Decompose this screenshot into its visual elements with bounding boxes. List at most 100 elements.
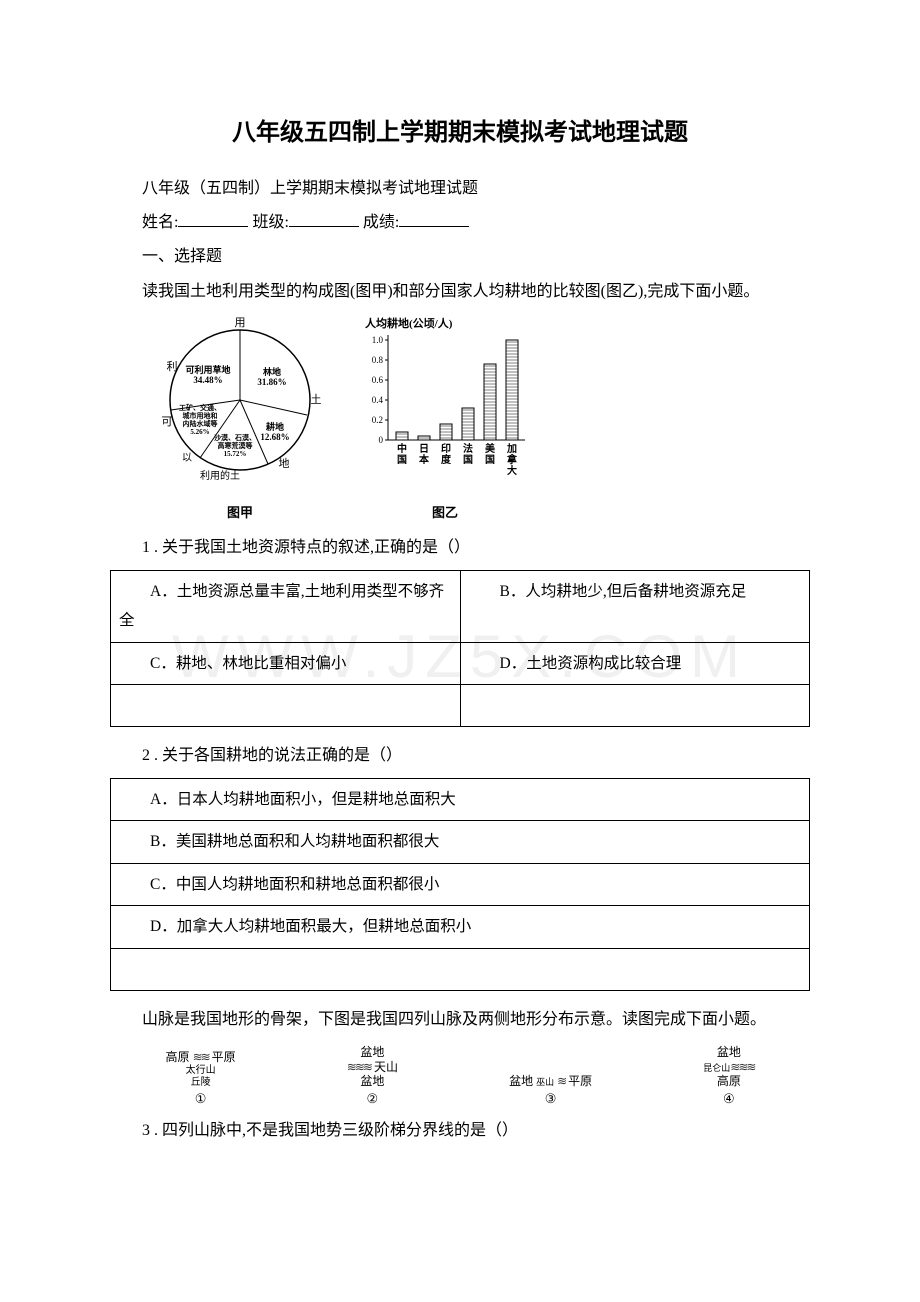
m4-squiggle: ≋≋≋ bbox=[730, 1060, 754, 1074]
svg-text:度: 度 bbox=[441, 453, 452, 466]
svg-text:可利用草地: 可利用草地 bbox=[185, 364, 230, 375]
svg-text:印: 印 bbox=[441, 443, 451, 455]
intro-2: 山脉是我国地形的骨架，下图是我国四列山脉及两侧地形分布示意。读图完成下面小题。 bbox=[110, 1005, 810, 1035]
svg-text:以: 以 bbox=[182, 453, 192, 464]
m3-num: ③ bbox=[509, 1091, 592, 1107]
svg-text:中: 中 bbox=[397, 442, 407, 455]
name-blank[interactable] bbox=[178, 211, 248, 227]
svg-text:城市用地和: 城市用地和 bbox=[183, 411, 218, 420]
svg-text:土: 土 bbox=[311, 393, 322, 406]
q1-empty-1 bbox=[111, 684, 461, 726]
m1-squiggle: ≋≋ bbox=[193, 1050, 209, 1064]
svg-text:林地: 林地 bbox=[263, 366, 281, 377]
svg-text:31.86%: 31.86% bbox=[257, 377, 286, 387]
m4-num: ④ bbox=[703, 1091, 754, 1107]
score-blank[interactable] bbox=[399, 211, 469, 227]
m3-left: 盆地 bbox=[509, 1074, 533, 1088]
m2-top: 盆地 bbox=[347, 1045, 398, 1059]
svg-text:国: 国 bbox=[463, 454, 473, 466]
svg-text:15.72%: 15.72% bbox=[224, 450, 247, 458]
m2-squiggle: ≋≋≋ bbox=[347, 1060, 371, 1074]
svg-text:美: 美 bbox=[485, 442, 496, 455]
svg-text:拿: 拿 bbox=[506, 453, 518, 466]
q1-opt-c: C．耕地、林地比重相对偏小 bbox=[111, 642, 461, 684]
pie-chart-svg: 用 土 地 利用的土 利 可 以 可利用草地 34.48% 林地 31.86% … bbox=[150, 315, 330, 485]
m1-right: 平原 bbox=[212, 1050, 236, 1064]
m3-center: 巫山 bbox=[536, 1077, 554, 1087]
class-label: 班级: bbox=[252, 214, 288, 231]
section-heading: 一、选择题 bbox=[110, 242, 810, 272]
svg-text:地: 地 bbox=[279, 457, 290, 470]
svg-text:12.68%: 12.68% bbox=[260, 432, 289, 442]
mountain-1: 高原 ≋≋ 平原 太行山 丘陵 ① bbox=[166, 1050, 236, 1106]
class-blank[interactable] bbox=[289, 211, 359, 227]
form-line: 姓名: 班级: 成绩: bbox=[110, 208, 810, 238]
q2-stem: 2 . 关于各国耕地的说法正确的是（） bbox=[110, 741, 810, 771]
svg-text:0.2: 0.2 bbox=[372, 415, 383, 425]
m4-center: 昆仑山 bbox=[703, 1063, 730, 1073]
m2-bottom: 盆地 bbox=[347, 1074, 398, 1088]
svg-text:国: 国 bbox=[485, 454, 495, 466]
m1-left: 高原 bbox=[166, 1050, 190, 1064]
figure-pie: 用 土 地 利用的土 利 可 以 可利用草地 34.48% 林地 31.86% … bbox=[150, 315, 330, 525]
svg-text:人均耕地(公顷/人): 人均耕地(公顷/人) bbox=[365, 316, 453, 330]
bar-caption: 图乙 bbox=[360, 501, 530, 526]
page-content: 八年级五四制上学期期末模拟考试地理试题 八年级（五四制）上学期期末模拟考试地理试… bbox=[110, 110, 810, 1147]
page-title: 八年级五四制上学期期末模拟考试地理试题 bbox=[110, 110, 810, 156]
q3-stem: 3 . 四列山脉中,不是我国地势三级阶梯分界线的是（） bbox=[110, 1116, 810, 1146]
mountain-2: 盆地 ≋≋≋ 天山 盆地 ② bbox=[347, 1045, 398, 1106]
svg-text:利: 利 bbox=[167, 360, 178, 373]
m2-num: ② bbox=[347, 1091, 398, 1107]
q1-opt-b: B．人均耕地少,但后备耕地资源充足 bbox=[460, 570, 810, 642]
q2-opt-b: B．美国耕地总面积和人均耕地面积都很大 bbox=[111, 821, 810, 863]
m1-center: 太行山 bbox=[166, 1065, 236, 1077]
svg-text:0.6: 0.6 bbox=[372, 375, 384, 385]
q1-options-table: A．土地资源总量丰富,土地利用类型不够齐全 B．人均耕地少,但后备耕地资源充足 … bbox=[110, 570, 810, 728]
q1-stem: 1 . 关于我国土地资源特点的叙述,正确的是（） bbox=[110, 533, 810, 563]
svg-text:0.4: 0.4 bbox=[372, 395, 384, 405]
pie-caption: 图甲 bbox=[150, 501, 330, 526]
q2-empty bbox=[111, 948, 810, 990]
svg-text:加: 加 bbox=[506, 442, 517, 455]
svg-text:大: 大 bbox=[507, 464, 517, 477]
figure-row: 用 土 地 利用的土 利 可 以 可利用草地 34.48% 林地 31.86% … bbox=[150, 315, 810, 525]
svg-text:1.0: 1.0 bbox=[372, 335, 384, 345]
bar-chart-svg: 人均耕地(公顷/人) 1.00.80.60.40.20 中国日本印度法国美国加拿… bbox=[360, 315, 530, 485]
m4-bottom: 高原 bbox=[703, 1074, 754, 1088]
m1-num: ① bbox=[166, 1091, 236, 1107]
svg-text:国: 国 bbox=[397, 454, 407, 466]
m3-squiggle: ≋ bbox=[557, 1074, 565, 1088]
figure-bar: 人均耕地(公顷/人) 1.00.80.60.40.20 中国日本印度法国美国加拿… bbox=[360, 315, 530, 525]
mountain-figure-row: 高原 ≋≋ 平原 太行山 丘陵 ① 盆地 ≋≋≋ 天山 盆地 ② 盆地 巫山 ≋… bbox=[110, 1045, 810, 1106]
m1-bottom: 丘陵 bbox=[166, 1077, 236, 1089]
svg-text:内陆水域等: 内陆水域等 bbox=[183, 419, 218, 428]
q2-opt-a: A．日本人均耕地面积小，但是耕地总面积大 bbox=[111, 778, 810, 820]
name-label: 姓名: bbox=[142, 214, 178, 231]
intro-1: 读我国土地利用类型的构成图(图甲)和部分国家人均耕地的比较图(图乙),完成下面小… bbox=[110, 277, 810, 307]
svg-text:高寒荒漠等: 高寒荒漠等 bbox=[218, 441, 253, 450]
svg-text:利用的土: 利用的土 bbox=[200, 469, 240, 482]
svg-text:34.48%: 34.48% bbox=[193, 375, 222, 385]
q2-opt-d: D．加拿大人均耕地面积最大，但耕地总面积小 bbox=[111, 906, 810, 948]
svg-text:用: 用 bbox=[235, 317, 246, 329]
score-label: 成绩: bbox=[363, 214, 399, 231]
m2-center: 天山 bbox=[374, 1060, 398, 1074]
m3-right: 平原 bbox=[568, 1074, 592, 1088]
svg-text:本: 本 bbox=[419, 453, 430, 466]
q1-opt-a: A．土地资源总量丰富,土地利用类型不够齐全 bbox=[111, 570, 461, 642]
q2-options-table: A．日本人均耕地面积小，但是耕地总面积大 B．美国耕地总面积和人均耕地面积都很大… bbox=[110, 778, 810, 991]
svg-text:可: 可 bbox=[162, 416, 173, 428]
svg-text:日: 日 bbox=[419, 443, 429, 455]
svg-text:耕地: 耕地 bbox=[266, 421, 284, 432]
mountain-4: 盆地 昆仑山≋≋≋ 高原 ④ bbox=[703, 1045, 754, 1106]
svg-text:工矿、交通、: 工矿、交通、 bbox=[179, 403, 221, 412]
mountain-3: 盆地 巫山 ≋ 平原 ③ bbox=[509, 1074, 592, 1106]
subtitle: 八年级（五四制）上学期期末模拟考试地理试题 bbox=[110, 174, 810, 204]
svg-text:法: 法 bbox=[463, 442, 473, 455]
m4-top: 盆地 bbox=[703, 1045, 754, 1059]
q2-opt-c: C．中国人均耕地面积和耕地总面积都很小 bbox=[111, 863, 810, 905]
q1-empty-2 bbox=[460, 684, 810, 726]
svg-text:0: 0 bbox=[379, 435, 384, 445]
svg-text:沙漠、石漠、: 沙漠、石漠、 bbox=[214, 433, 256, 442]
svg-text:5.26%: 5.26% bbox=[190, 428, 209, 436]
